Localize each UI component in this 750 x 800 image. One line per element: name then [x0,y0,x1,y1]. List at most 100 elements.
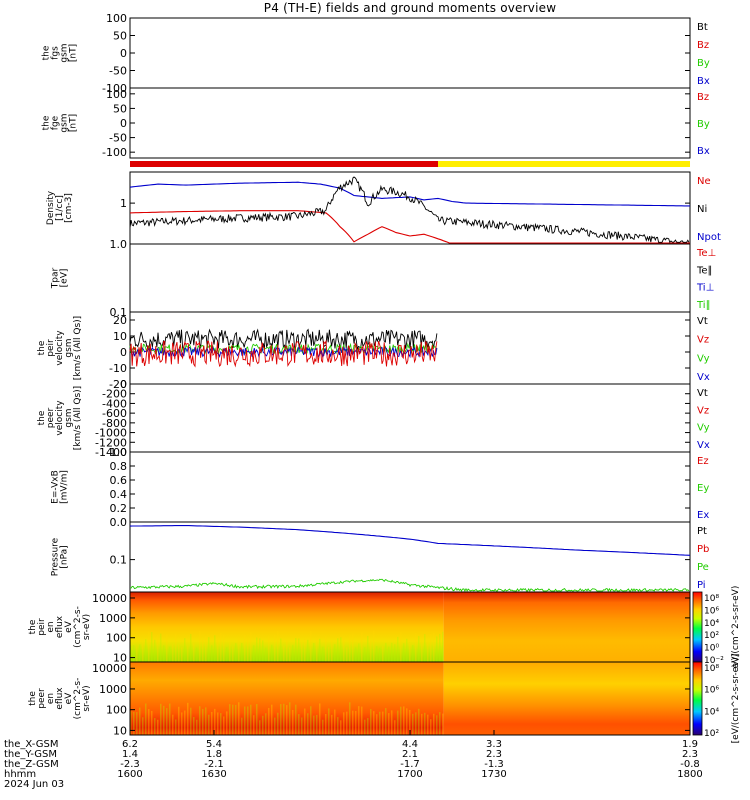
spectrogram-streak [274,635,276,662]
spectrogram-streak [346,711,348,735]
panel-peir_spectrogram: 10⁸ 10⁶ 10⁴ 10² 10⁰ 10⁻² eV/(cm^2-s-sr-eV) 1000… [28,586,741,669]
panel-peir_velocity: 20 10 0 -10 -20 the peir velocity gsm [km/s (All … [37,311,710,391]
colorbar-tick-label: 10⁸ [704,594,719,604]
y-tick-label: 0.2 [110,502,128,515]
y-tick-label: 1 [120,197,127,210]
spectrogram-streak [343,712,345,735]
spectrogram-streak [259,638,261,662]
spectrogram-streak [136,646,138,662]
spectrogram-cells-early [130,662,444,735]
x-row-value: 1800 [677,769,702,780]
y-axis-label: the [42,115,52,130]
y-tick-label: 10 [113,652,127,665]
spectrogram-streak [433,632,435,662]
legend-entry: Vy [697,353,710,364]
spectrogram-streak [439,712,441,735]
spectrogram-streak [316,714,318,735]
spectrogram-streak [373,630,375,662]
spectrogram-streak [250,632,252,662]
spectrogram-streak [199,630,201,662]
spectrogram-streak [262,640,264,662]
x-row-value: 1.9 [682,739,698,750]
series-line-red [129,210,690,244]
spectrogram-streak [190,707,192,735]
spectrogram-streak [313,715,315,735]
y-tick-label: -100 [102,146,127,159]
panel-density: 1 Density [1/cc] [cm-3] Ne Ni Npot [46,171,721,245]
colorbar-tick-label: 10⁶ [704,606,719,616]
spectrogram-streak [220,713,222,735]
colorbar-tick-label: 10⁰ [704,644,719,654]
spectrogram-streak [298,714,300,735]
y-tick-label: 10 [113,724,127,737]
y-axis-label: en [46,693,56,704]
x-row-value: -2.1 [204,759,224,770]
x-row-value: 5.4 [206,739,222,750]
spectrogram-streak [205,707,207,735]
spectrogram-streak [133,645,135,662]
panel-fgs: 100 50 0 -50 -100 the fgs gsm [nT] Bt Bz By Bx [42,12,710,95]
x-row-label: the_X-GSM [4,739,58,750]
spectrogram-streak [214,635,216,662]
legend-entry: Te∥ [696,265,713,276]
y-axis-label: peir [37,618,47,636]
spectrogram-streak [313,642,315,662]
y-axis-label: velocity [55,330,65,366]
spectrogram-streak [262,715,264,735]
spectrogram-streak [271,644,273,662]
legend-entry: Bt [697,22,708,33]
spectrogram-streak [283,703,285,735]
legend-entry: Vy [697,423,710,434]
x-row-value: 1.8 [206,749,222,760]
y-tick-label: 100 [106,88,127,101]
x-row-value: -1.7 [400,759,420,770]
y-tick-label: -800 [102,417,127,430]
legend-entry: Bx [697,146,710,157]
spectrogram-streak [220,632,222,662]
spectrogram-streak [166,633,168,662]
panel-frame [129,243,691,313]
spectrogram-streak [166,708,168,735]
spectrogram-streak [238,702,240,735]
spectrogram-streak [271,704,273,735]
y-axis-label: [1/cc] [55,195,65,221]
y-axis-label: (cm^2-s- [73,606,83,648]
legend-entry: Ni [697,204,707,215]
spectrogram-streak [355,710,357,735]
y-axis-label: Pressure [51,537,61,576]
spectrogram-streak [427,714,429,735]
y-tick-label: -50 [109,132,127,145]
y-axis-label: peer [37,688,47,709]
colorbar-tick-label: 10⁻² [704,656,724,666]
y-tick-label: 10 [113,330,127,343]
spectrogram-streak [349,635,351,662]
spectrogram-streak [364,647,366,662]
y-axis-label: Density [46,190,56,225]
spectrogram-streak [358,643,360,662]
legend-entry: Ti∥ [696,300,711,311]
x-row-value: -0.8 [680,759,700,770]
spectrogram-streak [235,643,237,662]
spectrogram-streak [373,711,375,735]
legend-entry: Vz [697,405,709,416]
spectrogram-streak [310,706,312,735]
mode-bar-segment-0 [130,161,438,167]
y-tick-label: 1.0 [110,238,128,251]
spectrogram-streak [388,713,390,735]
spectrogram-streak [148,709,150,735]
spectrogram-streak [187,645,189,662]
spectrogram-streak [205,635,207,662]
y-axis-label: peer [46,407,56,428]
spectrogram-streak [184,710,186,735]
spectrogram-streak [187,702,189,735]
x-row-value: -1.3 [484,759,504,770]
legend-entry: Bz [697,92,709,103]
spectrogram-streak [397,710,399,735]
y-axis-label: E=-VxB [51,470,61,504]
spectrogram-streak [337,638,339,662]
y-tick-label: 100 [106,704,127,717]
spectrogram-streak [196,719,198,735]
spectrogram-streak [232,704,234,735]
legend-entry: Pt [697,526,707,537]
